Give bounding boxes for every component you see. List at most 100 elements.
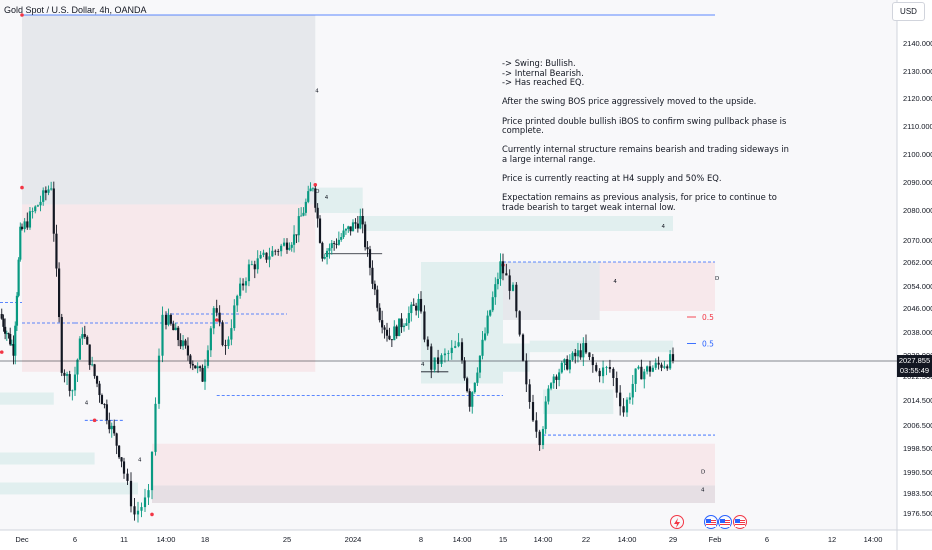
candle	[136, 510, 140, 515]
price-axis[interactable]: 2140.000 2130.000 2120.000 2110.000 2100.000…	[903, 39, 932, 518]
candle	[100, 395, 104, 405]
candle	[395, 326, 398, 337]
candle	[483, 333, 487, 340]
zone-label: 4	[421, 362, 425, 368]
candle	[209, 328, 212, 351]
candle	[34, 206, 37, 212]
candle	[196, 366, 199, 369]
candle	[496, 278, 499, 285]
candle	[206, 350, 210, 366]
candle	[323, 257, 326, 259]
candle	[321, 242, 324, 259]
candle	[47, 189, 50, 193]
candle	[227, 339, 230, 347]
y-tick-label: 2014.500	[903, 396, 932, 405]
candle	[344, 229, 348, 231]
candle	[419, 298, 423, 312]
x-tick-label: 14:00	[864, 535, 883, 544]
zone-red	[599, 262, 715, 311]
swing-marker	[313, 183, 318, 187]
candle	[300, 215, 303, 217]
candle	[378, 307, 381, 321]
candle	[381, 320, 384, 328]
candle	[147, 490, 150, 498]
candle	[39, 201, 42, 206]
candle	[98, 383, 101, 396]
candle	[364, 224, 367, 248]
zone-blue	[0, 452, 95, 465]
us-flag-icon[interactable]	[718, 515, 732, 529]
candle	[415, 305, 418, 311]
x-tick-label: 18	[201, 535, 209, 544]
us-flag-icon[interactable]	[704, 515, 718, 529]
last-price: 2027.855	[898, 356, 931, 365]
candle	[552, 376, 555, 384]
candle	[186, 345, 190, 356]
y-tick-label: 2110.000	[903, 122, 932, 131]
candle	[63, 372, 66, 376]
bullet: -> Internal Bearish.	[502, 67, 584, 78]
candle	[157, 355, 161, 404]
x-tick-label: 15	[499, 535, 507, 544]
y-tick-label: 2090.000	[903, 178, 932, 187]
candle	[304, 201, 307, 213]
candle	[20, 226, 24, 230]
bar-countdown: 03:55:49	[899, 366, 930, 375]
candle	[373, 283, 376, 290]
candle	[410, 304, 413, 314]
candle	[83, 334, 86, 337]
zone-blue	[529, 340, 673, 353]
candle	[199, 366, 202, 368]
time-axis[interactable]: Dec 6 11 14:00 18 25 2024 8 14:00 15 14:00 22 14:00 2…	[15, 535, 882, 544]
x-tick-label: 29	[669, 535, 677, 544]
last-price-badge: 2027.855 03:55:49	[897, 355, 932, 377]
candle	[634, 368, 637, 384]
candle	[433, 357, 436, 370]
lightning-icon[interactable]	[670, 515, 684, 529]
candle	[625, 399, 629, 413]
candle	[311, 188, 315, 190]
candle	[356, 223, 359, 229]
candle	[560, 362, 563, 373]
candle	[143, 497, 147, 508]
x-tick-label: 14:00	[534, 535, 553, 544]
candle	[4, 326, 7, 334]
candle	[12, 344, 15, 356]
currency-button[interactable]: USD	[892, 2, 925, 21]
candle	[76, 359, 79, 375]
candle	[612, 368, 615, 379]
paragraph: Expectation remains as previous analysis…	[502, 192, 777, 212]
swing-marker	[92, 418, 97, 423]
x-tick-label: 25	[283, 535, 291, 544]
x-tick-label: 6	[73, 535, 77, 544]
us-flag-icon[interactable]	[733, 515, 747, 529]
candle	[588, 352, 591, 358]
candle	[140, 507, 143, 511]
candle	[218, 312, 221, 323]
candle	[302, 212, 305, 216]
candle	[457, 342, 460, 347]
candle	[250, 264, 253, 266]
candle	[154, 403, 157, 452]
candle	[371, 267, 374, 284]
candle	[476, 372, 479, 383]
candle	[486, 315, 489, 334]
zone-grey	[22, 15, 316, 205]
candle	[203, 365, 207, 382]
candle	[412, 304, 415, 306]
candle	[133, 506, 136, 515]
candle	[407, 313, 410, 324]
candle	[0, 314, 3, 319]
candle	[68, 374, 71, 391]
candle	[531, 402, 535, 421]
candle	[354, 222, 357, 224]
y-tick-label: 2130.000	[903, 67, 932, 76]
candle	[390, 339, 393, 341]
paragraph: After the swing BOS price aggressively m…	[502, 96, 757, 107]
candle	[241, 283, 245, 286]
candle	[535, 420, 538, 432]
candle	[400, 318, 403, 328]
candle	[471, 392, 474, 407]
